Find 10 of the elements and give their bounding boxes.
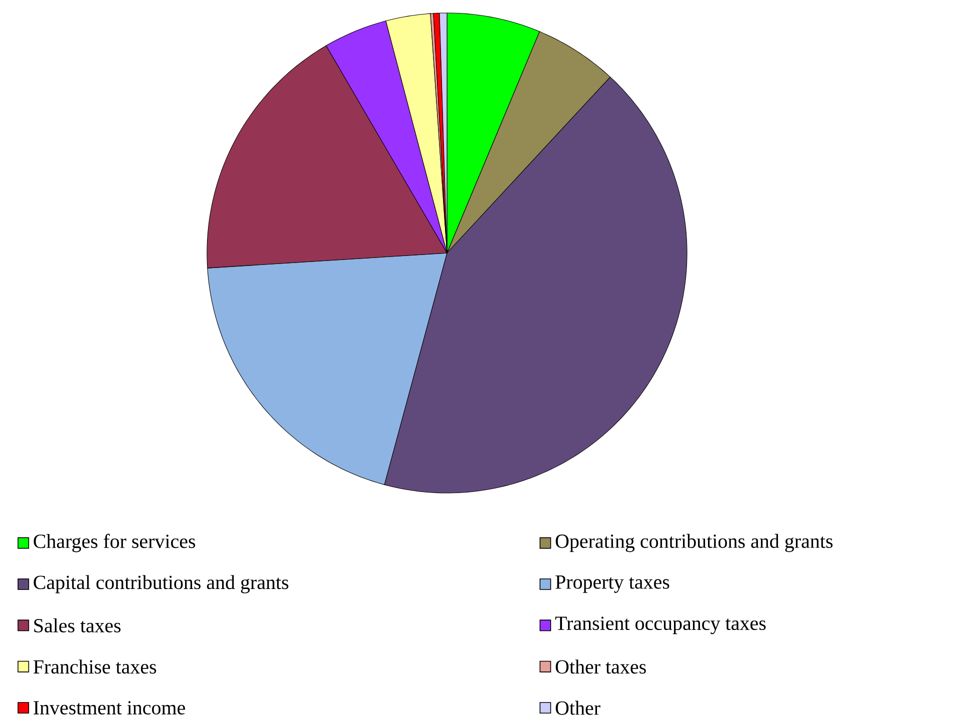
- legend-label: Property taxes: [556, 575, 670, 593]
- legend-label: Charges for services: [34, 534, 196, 552]
- legend-label: Operating contributions and grants: [556, 534, 833, 552]
- legend-label: Investment income: [34, 701, 185, 715]
- legend-label: Other: [556, 700, 600, 715]
- legend-label: Franchise taxes: [34, 660, 156, 674]
- legend-label: Other taxes: [556, 660, 646, 674]
- legend-label: Capital contributions and grants: [34, 575, 288, 594]
- legend-label: Transient occupancy taxes: [555, 616, 766, 634]
- legend-label: Sales taxes: [34, 618, 121, 632]
